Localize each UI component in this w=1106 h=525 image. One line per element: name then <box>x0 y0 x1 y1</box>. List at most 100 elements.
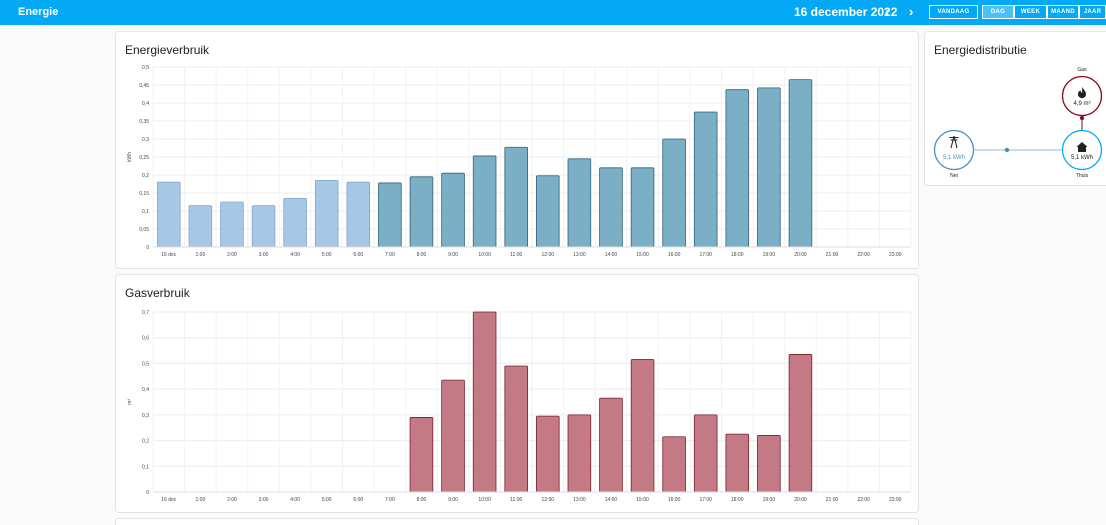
y-axis-label: kWh <box>127 152 133 162</box>
y-tick-label: 0,35 <box>139 119 149 125</box>
energy-distribution-diagram: Gas 4,9 m³ 5,1 kWh Net 5,1 kWh Thuis <box>933 67 1103 179</box>
y-tick-label: 0,4 <box>142 387 149 393</box>
date-label: 16 december 2022 <box>794 5 898 19</box>
bar <box>536 415 560 493</box>
bar <box>157 181 181 248</box>
chevron-right-icon[interactable]: › <box>909 4 914 19</box>
x-tick-label: 6:00 <box>353 252 363 258</box>
chevron-left-icon[interactable]: ‹ <box>885 4 890 19</box>
y-tick-label: 0,4 <box>142 101 149 107</box>
card-title: Gasverbruik <box>125 286 190 300</box>
x-tick-label: 9:00 <box>448 497 458 503</box>
bar <box>693 414 718 493</box>
period-button-today[interactable]: VANDAAG <box>929 5 978 19</box>
bar <box>283 197 307 248</box>
x-tick-label: 4:00 <box>290 252 300 258</box>
y-tick-label: 0,25 <box>139 155 149 161</box>
x-tick-label: 12:00 <box>542 497 555 503</box>
bar <box>788 79 813 248</box>
period-button-month[interactable]: MAAND <box>1047 5 1079 19</box>
period-button-year[interactable]: JAAR <box>1079 5 1106 19</box>
bar <box>346 181 371 248</box>
y-tick-label: 0,5 <box>142 65 149 71</box>
x-tick-label: 11:00 <box>510 252 522 258</box>
card-title: Energiedistributie <box>934 43 1027 57</box>
x-tick-label: 2:00 <box>227 497 237 503</box>
energy-usage-card: Energieverbruik 0 0,05 0,1 0,15 0,2 0,25 0,3 0,… <box>115 31 919 269</box>
x-tick-label: 7:00 <box>385 252 395 258</box>
bar <box>599 167 623 248</box>
x-tick-label: 16 dec <box>161 252 177 258</box>
x-tick-label: 21:00 <box>826 252 839 258</box>
grid-node[interactable] <box>933 129 975 171</box>
x-tick-label: 5:00 <box>322 252 332 258</box>
y-tick-label: 0,6 <box>142 336 149 342</box>
x-tick-label: 17:00 <box>699 252 712 258</box>
x-tick-label: 14:00 <box>605 252 618 258</box>
x-tick-label: 22:00 <box>857 252 870 258</box>
bar <box>188 205 213 248</box>
x-tick-label: 21:00 <box>826 497 839 503</box>
y-tick-label: 0 <box>146 490 149 496</box>
bar <box>251 205 276 248</box>
x-tick-label: 17:00 <box>699 497 712 503</box>
home-icon <box>1076 142 1088 152</box>
bar <box>567 158 592 248</box>
y-tick-label: 0,1 <box>142 464 149 470</box>
x-tick-label: 3:00 <box>259 497 269 503</box>
x-tick-label: 15:00 <box>636 252 649 258</box>
x-tick-label: 19:00 <box>763 252 776 258</box>
next-card <box>115 518 919 525</box>
bar <box>757 87 781 248</box>
bar <box>693 111 718 248</box>
y-tick-label: 0,2 <box>142 439 149 445</box>
x-tick-label: 12:00 <box>542 252 555 258</box>
x-tick-label: 8:00 <box>417 252 427 258</box>
energy-usage-chart: 0 0,05 0,1 0,15 0,2 0,25 0,3 0,35 0,4 0,45 0,5 kWh 1… <box>127 65 912 258</box>
y-tick-label: 0,45 <box>139 83 149 89</box>
x-tick-label: 5:00 <box>322 497 332 503</box>
bar <box>630 167 655 248</box>
bar <box>757 435 781 493</box>
x-tick-label: 16:00 <box>668 252 681 258</box>
bar <box>441 379 465 493</box>
period-button-week[interactable]: WEEK <box>1014 5 1047 19</box>
grid-label: Net <box>950 173 958 179</box>
bar <box>504 146 528 248</box>
top-app-bar: Energie 16 december 2022 ‹ › VANDAAG DAG… <box>0 0 1106 25</box>
flame-icon <box>1078 87 1086 99</box>
y-tick-label: 0,1 <box>142 209 149 215</box>
card-title: Energieverbruik <box>125 43 210 57</box>
y-tick-label: 0,05 <box>139 227 149 233</box>
bar <box>536 175 560 248</box>
x-tick-label: 13:00 <box>573 252 586 258</box>
y-tick-label: 0,5 <box>142 361 149 367</box>
x-tick-label: 3:00 <box>259 252 269 258</box>
period-button-day[interactable]: DAG <box>982 5 1014 19</box>
home-label: Thuis <box>1076 173 1089 179</box>
bar <box>599 397 623 493</box>
bar <box>472 311 497 493</box>
x-tick-label: 11:00 <box>510 497 522 503</box>
x-tick-label: 1:00 <box>196 252 206 258</box>
bar <box>504 365 528 493</box>
bar <box>630 359 655 493</box>
gas-label: Gas <box>1077 67 1087 73</box>
x-tick-label: 8:00 <box>417 497 427 503</box>
x-tick-label: 16 dec <box>161 497 177 503</box>
gas-usage-chart: 0 0,1 0,2 0,3 0,4 0,5 0,6 0,7 m³ 16 dec 1:00 2:00 3:… <box>127 310 912 503</box>
bar <box>220 201 244 248</box>
bar <box>725 433 750 493</box>
y-axis-label: m³ <box>127 399 133 405</box>
x-tick-label: 10:00 <box>478 252 491 258</box>
x-tick-label: 13:00 <box>573 497 586 503</box>
x-tick-label: 10:00 <box>478 497 491 503</box>
bar <box>409 417 434 493</box>
x-tick-label: 16:00 <box>668 497 681 503</box>
bar <box>567 414 592 493</box>
x-tick-label: 4:00 <box>290 497 300 503</box>
app-title: Energie <box>18 6 59 18</box>
x-tick-label: 22:00 <box>857 497 870 503</box>
x-tick-label: 23:00 <box>889 252 902 258</box>
bar <box>662 138 686 248</box>
